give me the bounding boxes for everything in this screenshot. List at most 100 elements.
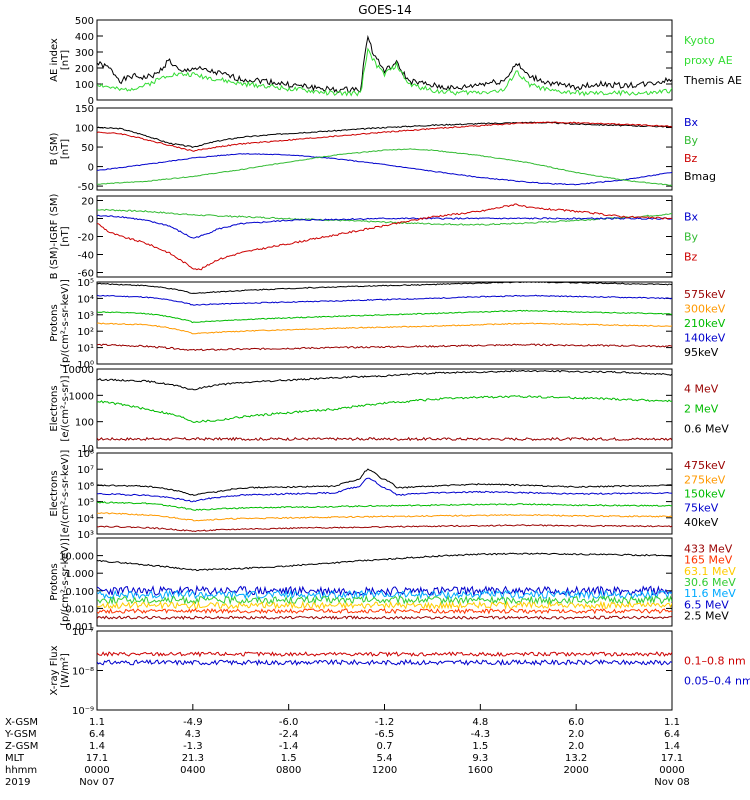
x-table-cell: 2.0 — [568, 741, 584, 752]
x-table-cell: 0000 — [84, 765, 109, 776]
x-table-row-label: Y-GSM — [4, 729, 37, 740]
series-line — [97, 121, 672, 152]
series-line — [97, 309, 672, 324]
y-tick-label: 0.010 — [65, 604, 94, 615]
y-tick-label: 10⁻⁷ — [72, 627, 94, 638]
y-tick-label: 300 — [75, 48, 94, 59]
legend-entry: Themis AE — [683, 74, 742, 87]
panel-frame — [96, 107, 673, 191]
panel-xray: 10⁻⁹ 10⁻⁸ 10⁻⁷ X-ray Flux [W/m²] 0.1–0.8 nm 0.… — [49, 627, 750, 717]
y-tick-label: 0 — [88, 96, 94, 107]
series-line — [97, 47, 672, 97]
y-tick-label: 1.000 — [65, 569, 94, 580]
x-table-cell: 2.0 — [568, 729, 584, 740]
series-line — [97, 203, 672, 271]
x-table-cell: 13.2 — [565, 753, 587, 764]
x-table-cell: -2.4 — [279, 729, 299, 740]
y-tick-label: 10³ — [77, 530, 94, 541]
x-table-cell: 0.7 — [377, 741, 393, 752]
x-table-cell: -1.2 — [375, 717, 395, 728]
y-axis-label: B (SM) — [49, 132, 60, 165]
y-tick-label: 50 — [81, 143, 94, 154]
y-axis-label: AE index — [49, 38, 60, 82]
y-tick-label: 10⁻⁹ — [72, 706, 94, 717]
legend-entry: Bx — [684, 211, 699, 224]
panel-frame — [96, 19, 673, 101]
y-axis-label: [p/(cm²-s-sr-keV)] — [60, 538, 71, 626]
y-tick-label: 10⁻⁸ — [72, 667, 94, 678]
legend-entry: 575keV — [684, 288, 726, 301]
y-tick-label: 10⁶ — [77, 481, 94, 492]
series-line — [97, 436, 672, 442]
panel-bigrf: -60 -40 -20 0 20 B (SM)-IGRF (SM) [nT] Bx By Bz — [49, 194, 699, 280]
x-table-cell: -1.4 — [279, 741, 299, 752]
x-table-cell: 1.5 — [281, 753, 297, 764]
y-axis-label: [nT] — [60, 50, 71, 70]
x-table-cell: 17.1 — [86, 753, 108, 764]
panel-frame — [96, 195, 673, 278]
legend-entry: 40keV — [684, 516, 719, 529]
y-axis-label: Protons — [49, 563, 60, 600]
series-line — [97, 34, 672, 94]
legend-entry: 165 MeV — [684, 554, 733, 567]
legend-entry: 75keV — [684, 502, 719, 515]
series-line — [97, 589, 672, 600]
legend-entry: 6.5 MeV — [684, 598, 729, 611]
series-line — [97, 658, 672, 667]
legend-entry: 4 MeV — [684, 383, 719, 396]
x-table-cell: 2000 — [563, 765, 588, 776]
legend-entry: 210keV — [684, 317, 726, 330]
y-axis-label: [e/(cm²-s-sr-keV)] — [60, 450, 71, 538]
legend-entry: 300keV — [684, 303, 726, 316]
legend-entry: 140keV — [684, 331, 726, 344]
y-tick-label: 0 — [88, 215, 94, 226]
y-axis-label: X-ray Flux — [49, 645, 60, 695]
legend-entry: 0.1–0.8 nm — [684, 655, 746, 668]
y-tick-label: 0.100 — [65, 587, 94, 598]
x-table-cell: 17.1 — [661, 753, 683, 764]
y-tick-label: 100 — [75, 124, 94, 135]
y-tick-label: -20 — [78, 233, 94, 244]
x-table-cell: 4.3 — [185, 729, 201, 740]
y-tick-label: 10⁰ — [77, 360, 94, 371]
y-tick-label: 150 — [75, 104, 94, 115]
panel-b: -50 0 50 100 150 B (SM) [nT] Bx By Bz Bmag — [49, 104, 716, 193]
y-axis-label: [p/(cm²-s-sr-keV)] — [60, 279, 71, 367]
series-line — [97, 600, 672, 611]
series-line — [97, 214, 672, 239]
y-tick-label: -40 — [78, 251, 94, 262]
y-tick-label: 0.001 — [65, 622, 94, 633]
panel-frame — [96, 630, 673, 711]
y-tick-label: 100 — [75, 80, 94, 91]
x-table-cell: 1.1 — [89, 717, 105, 728]
x-table-cell: 4.8 — [472, 717, 488, 728]
x-table-cell: -6.5 — [375, 729, 395, 740]
x-table-cell: 1.5 — [472, 741, 488, 752]
series-line — [97, 594, 672, 606]
y-axis-label: Electrons — [49, 385, 60, 431]
chart-title: GOES-14 — [358, 3, 412, 17]
panel-ae: 0 100 200 300 400 500 AE index [nT] Kyoto proxy A… — [49, 16, 742, 107]
x-table-cell: 1600 — [468, 765, 493, 776]
y-tick-label: 10¹ — [77, 344, 94, 355]
x-table-cell: -6.0 — [279, 717, 299, 728]
y-tick-label: 10⁵ — [77, 498, 94, 509]
y-axis-label: Electrons — [49, 470, 60, 516]
series-line — [97, 584, 672, 597]
x-date-start: Nov 07 — [79, 777, 114, 788]
series-line — [97, 121, 672, 148]
series-line — [97, 615, 672, 620]
x-table-cell: 6.0 — [568, 717, 584, 728]
x-table-cell: 0400 — [180, 765, 205, 776]
y-tick-label: 400 — [75, 32, 94, 43]
legend-entry: 95keV — [684, 346, 719, 359]
x-table-cell: 1.4 — [664, 741, 680, 752]
series-line — [97, 477, 672, 503]
panel-frame — [96, 368, 673, 449]
y-tick-label: 10² — [77, 327, 94, 338]
x-table-row-label: X-GSM — [5, 717, 38, 728]
y-tick-label: 0 — [88, 163, 94, 174]
x-table-cell: 5.4 — [377, 753, 393, 764]
